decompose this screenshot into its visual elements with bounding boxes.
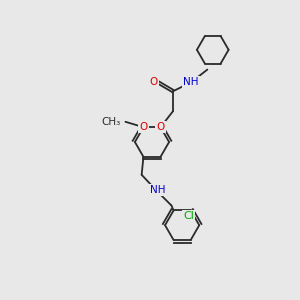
- Text: CH₃: CH₃: [101, 117, 121, 127]
- Text: O: O: [156, 122, 165, 132]
- Text: O: O: [150, 77, 158, 87]
- Text: NH: NH: [150, 185, 166, 195]
- Text: Cl: Cl: [183, 212, 194, 221]
- Text: NH: NH: [183, 77, 199, 87]
- Text: O: O: [139, 122, 148, 132]
